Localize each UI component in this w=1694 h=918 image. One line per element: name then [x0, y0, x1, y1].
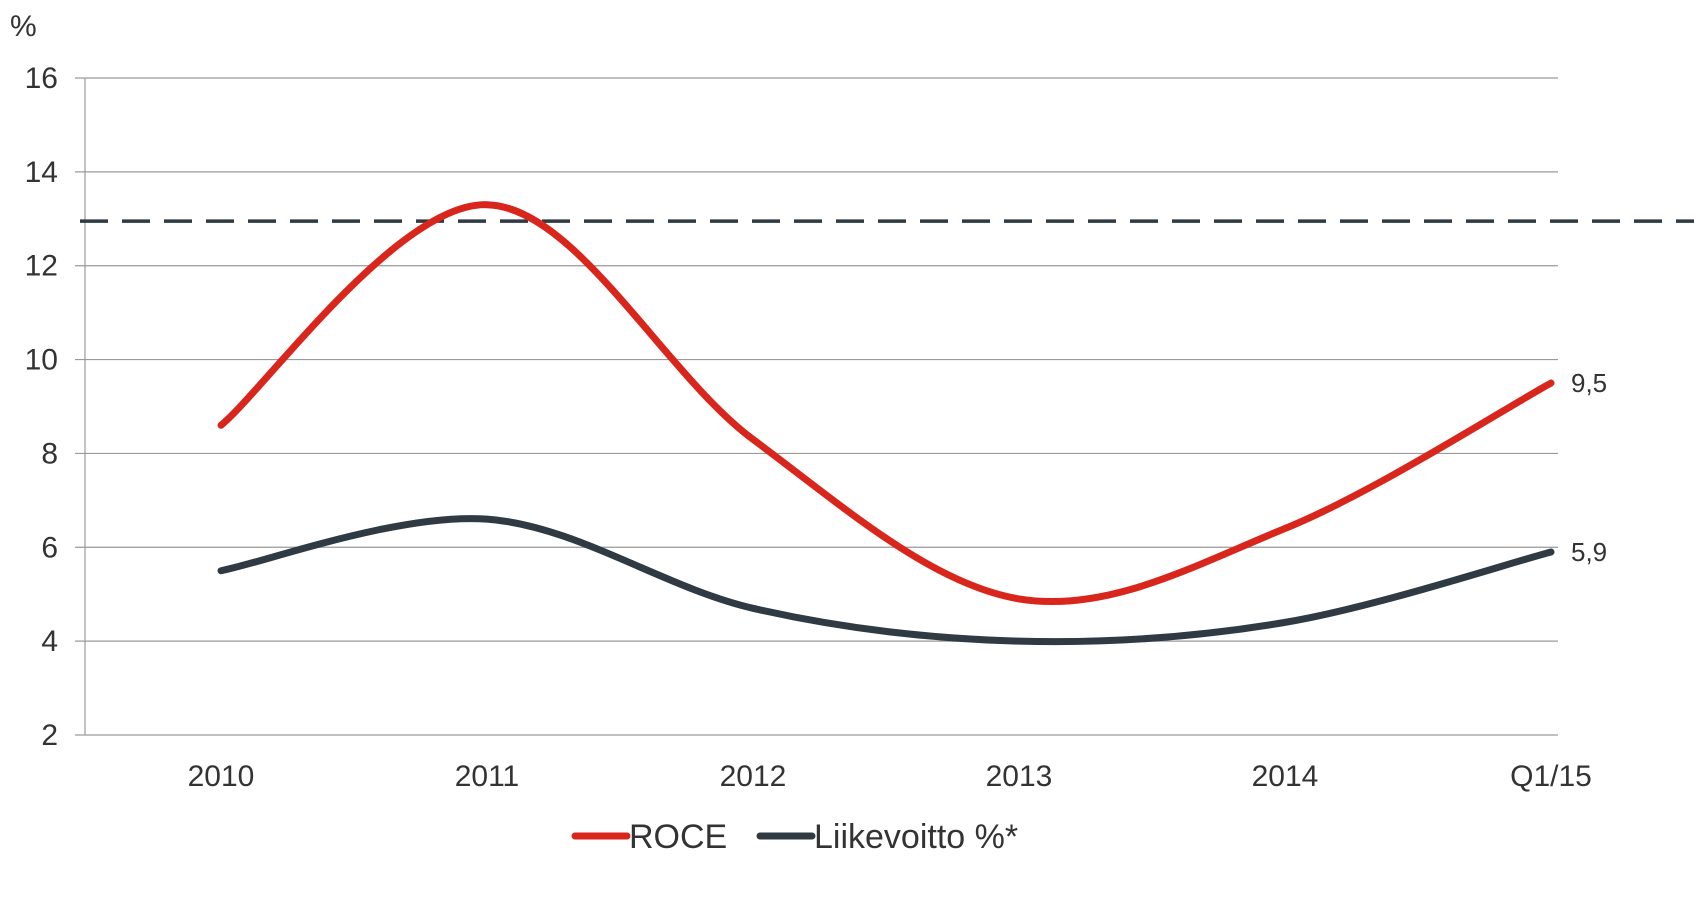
- x-tick-labels: 2010 2011 2012 2013 2014 Q1/15: [188, 760, 1592, 793]
- y-tick-label-10: 10: [25, 344, 58, 377]
- x-tick-label-4: 2014: [1252, 760, 1319, 793]
- y-tick-label-6: 6: [41, 531, 58, 564]
- x-tick-label-5: Q1/15: [1510, 760, 1592, 793]
- y-tick-label-2: 2: [41, 719, 58, 752]
- gridlines: [75, 77, 1558, 736]
- y-tick-label-4: 4: [41, 625, 58, 658]
- y-tick-label-12: 12: [25, 250, 58, 283]
- y-tick-labels: 2 4 6 8 10 12 14 16: [25, 62, 58, 752]
- series-line-1: [217, 515, 1555, 646]
- y-tick-label-8: 8: [41, 437, 58, 470]
- series-lines: [217, 201, 1555, 646]
- x-tick-label-1: 2011: [455, 760, 520, 793]
- x-tick-label-2: 2012: [720, 760, 787, 793]
- end-label-series-0: 9,5: [1571, 368, 1607, 398]
- y-axis-unit-label: %: [10, 10, 37, 43]
- x-tick-label-0: 2010: [188, 760, 255, 793]
- legend-label-1: Liikevoitto %*: [814, 818, 1018, 856]
- y-tick-label-16: 16: [25, 62, 58, 95]
- x-tick-label-3: 2013: [986, 760, 1053, 793]
- series-line-0: [217, 201, 1555, 606]
- y-tick-label-14: 14: [25, 156, 58, 189]
- legend: ROCE Liikevoitto %*: [571, 818, 1018, 856]
- end-label-series-1: 5,9: [1571, 537, 1607, 567]
- legend-label-0: ROCE: [629, 818, 727, 856]
- end-data-labels: 9,5 5,9: [1571, 368, 1607, 567]
